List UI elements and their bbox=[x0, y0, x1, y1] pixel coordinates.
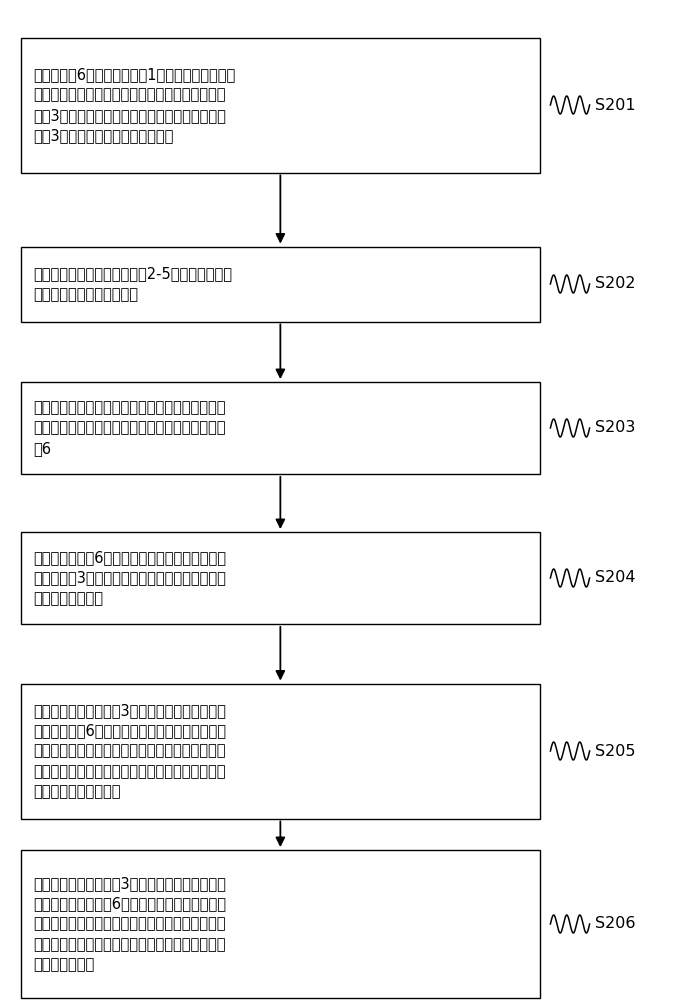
Text: 当所述定制密封测量耕3内的气体为标准汞蒂气时
，所述处理噳6根据所述标准汞蒂气对应的汞元素
的谱线强度值和碳元素的谱线强度值以及所述标准
汞蒂气内的汞元素浓度，: 当所述定制密封测量耕3内的气体为标准汞蒂气时 ，所述处理噳6根据所述标准汞蒂气对… bbox=[33, 703, 226, 799]
Bar bbox=[21, 37, 540, 172]
Text: S204: S204 bbox=[595, 570, 636, 585]
Text: S205: S205 bbox=[595, 744, 636, 758]
Bar bbox=[21, 246, 540, 322]
Bar bbox=[21, 684, 540, 818]
Bar bbox=[21, 532, 540, 624]
Text: S206: S206 bbox=[595, 916, 636, 932]
Bar bbox=[21, 382, 540, 474]
Text: S201: S201 bbox=[595, 98, 636, 112]
Text: 通过信号采集系统采集所述光信号并将所述光信号
转化为电信号，以及将所述电信号发送给所述处理
噳6: 通过信号采集系统采集所述光信号并将所述光信号 转化为电信号，以及将所述电信号发送… bbox=[33, 400, 226, 456]
Text: 通过第二高精度光学聚焦透镜2-5聚焦所述高温等
离子体冷却时产生的光信号: 通过第二高精度光学聚焦透镜2-5聚焦所述高温等 离子体冷却时产生的光信号 bbox=[33, 266, 232, 302]
Text: S202: S202 bbox=[595, 276, 636, 292]
Text: 通过所述处理噳6读取所述电信号，获得所述定制
密封测量耕3内的气体中汞元素的谱线强度值和碳
元素的谱线强度值: 通过所述处理噳6读取所述电信号，获得所述定制 密封测量耕3内的气体中汞元素的谱线… bbox=[33, 550, 226, 606]
Text: S203: S203 bbox=[595, 420, 636, 436]
Text: 通过处理噳6控制脉冲激光全1输出激光光束，以使
所述激光光束通过反射聚焦组合镜到达定制密封测
量耕3内，使得所述激光光束击穿所述定制密封测
量耕3内的气体，得到: 通过处理噳6控制脉冲激光全1输出激光光束，以使 所述激光光束通过反射聚焦组合镜到… bbox=[33, 67, 235, 143]
Text: 当所述定制密封测量耕3内的气体为稀释后的待测
烟气时，所述处理噳6将所述稀释后的待测烟气所
对应的汞元素的谱线强度值和碳元素的谱线强度值
输入到所述内标法定量模: 当所述定制密封测量耕3内的气体为稀释后的待测 烟气时，所述处理噳6将所述稀释后的… bbox=[33, 876, 226, 972]
Bar bbox=[21, 850, 540, 998]
